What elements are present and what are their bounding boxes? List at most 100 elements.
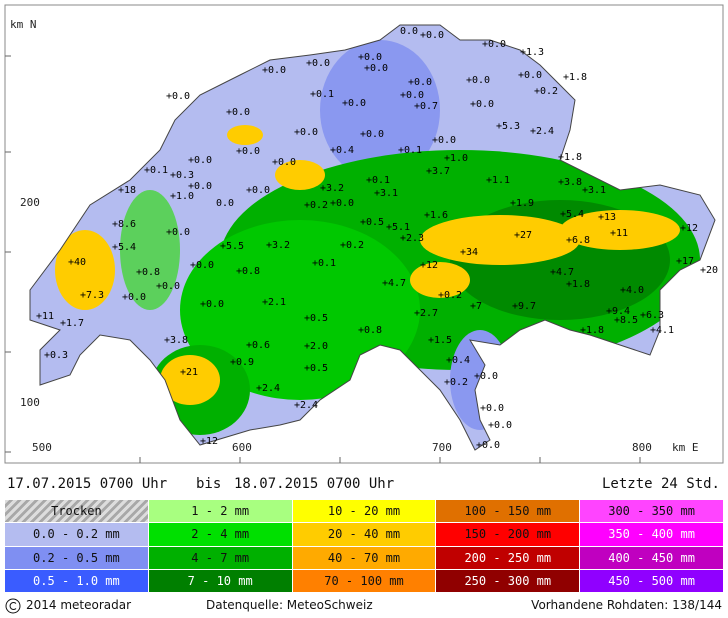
source: Datenquelle: MeteoSchweiz bbox=[206, 598, 373, 612]
copyright-icon bbox=[5, 598, 21, 614]
station-value: +12 bbox=[680, 223, 698, 234]
legend-item: 350 - 400 mm bbox=[580, 523, 723, 546]
station-value: +1.9 bbox=[510, 198, 534, 209]
station-value: +0.2 bbox=[444, 377, 468, 388]
station-value: +6.8 bbox=[566, 235, 590, 246]
x-axis-label: 500 bbox=[32, 441, 52, 454]
station-value: +5.1 bbox=[386, 222, 410, 233]
station-value: +18 bbox=[118, 185, 136, 196]
y-axis-label: 200 bbox=[20, 196, 40, 209]
station-value: +17 bbox=[676, 256, 694, 267]
station-value: +0.0 bbox=[166, 227, 190, 238]
station-value: +4.7 bbox=[550, 267, 574, 278]
station-value: +0.0 bbox=[474, 371, 498, 382]
station-value: +0.0 bbox=[518, 70, 542, 81]
station-value: +0.0 bbox=[330, 198, 354, 209]
station-value: +0.0 bbox=[226, 107, 250, 118]
station-value: +2.4 bbox=[294, 400, 318, 411]
station-value: +4.0 bbox=[620, 285, 644, 296]
station-value: +1.5 bbox=[428, 335, 452, 346]
station-value: +34 bbox=[460, 247, 478, 258]
station-value: +5.3 bbox=[496, 121, 520, 132]
station-value: +3.1 bbox=[374, 188, 398, 199]
station-value: +0.0 bbox=[200, 299, 224, 310]
station-value: +1.7 bbox=[60, 318, 84, 329]
station-value: 0.0 bbox=[216, 198, 234, 209]
station-value: +0.4 bbox=[446, 355, 470, 366]
y-axis-label: 100 bbox=[20, 396, 40, 409]
station-value: +0.0 bbox=[188, 155, 212, 166]
station-value: +0.0 bbox=[420, 30, 444, 41]
station-value: +0.0 bbox=[432, 135, 456, 146]
raw-data: Vorhandene Rohdaten: 138/144 bbox=[531, 598, 722, 612]
station-value: +3.2 bbox=[320, 183, 344, 194]
station-value: +1.3 bbox=[520, 47, 544, 58]
station-value: +0.0 bbox=[306, 58, 330, 69]
station-value: +1.1 bbox=[486, 175, 510, 186]
station-value: +5.4 bbox=[112, 242, 136, 253]
station-value: +3.8 bbox=[558, 177, 582, 188]
station-value: +0.9 bbox=[230, 357, 254, 368]
station-value: +11 bbox=[610, 228, 628, 239]
station-value: +0.1 bbox=[398, 145, 422, 156]
station-value: +9.7 bbox=[512, 301, 536, 312]
x-axis-label: 600 bbox=[232, 441, 252, 454]
station-value: +4.7 bbox=[382, 278, 406, 289]
station-value: +7 bbox=[470, 301, 482, 312]
station-value: +6.3 bbox=[640, 310, 664, 321]
legend-item: 0.5 - 1.0 mm bbox=[5, 569, 148, 592]
station-value: +4.1 bbox=[650, 325, 674, 336]
station-value: +0.0 bbox=[364, 63, 388, 74]
station-value: +40 bbox=[68, 257, 86, 268]
station-value: +0.3 bbox=[170, 170, 194, 181]
station-value: +2.4 bbox=[530, 126, 554, 137]
station-value: +7.3 bbox=[80, 290, 104, 301]
legend-item: 400 - 450 mm bbox=[580, 546, 723, 569]
station-value: +12 bbox=[200, 436, 218, 447]
station-value: +0.0 bbox=[262, 65, 286, 76]
legend-item: 0.0 - 0.2 mm bbox=[5, 523, 148, 546]
station-value: +0.0 bbox=[294, 127, 318, 138]
y-axis-label: km N bbox=[10, 18, 37, 31]
legend-item: 20 - 40 mm bbox=[292, 523, 436, 546]
date-from: 17.07.2015 0700 Uhr bbox=[7, 476, 168, 492]
station-value: +2.3 bbox=[400, 233, 424, 244]
station-value: +0.2 bbox=[340, 240, 364, 251]
x-axis-label: 800 bbox=[632, 441, 652, 454]
station-value: +0.8 bbox=[358, 325, 382, 336]
station-value: +0.0 bbox=[272, 157, 296, 168]
date-bis: bis bbox=[196, 476, 222, 492]
station-value: +27 bbox=[514, 230, 532, 241]
station-value: +11 bbox=[36, 311, 54, 322]
station-value: +0.8 bbox=[136, 267, 160, 278]
station-value: +0.0 bbox=[236, 146, 260, 157]
station-value: +3.8 bbox=[164, 335, 188, 346]
station-value: +2.7 bbox=[414, 308, 438, 319]
station-value: +0.0 bbox=[122, 292, 146, 303]
station-value: +0.1 bbox=[310, 89, 334, 100]
station-value: +3.1 bbox=[582, 185, 606, 196]
station-value: +1.6 bbox=[424, 210, 448, 221]
date-to: 18.07.2015 0700 Uhr bbox=[234, 476, 395, 492]
legend-item: 40 - 70 mm bbox=[292, 546, 436, 569]
station-value: +0.2 bbox=[304, 200, 328, 211]
station-value: +0.0 bbox=[488, 420, 512, 431]
station-value: +1.8 bbox=[580, 325, 604, 336]
station-value: +5.4 bbox=[560, 209, 584, 220]
legend-item: Trocken bbox=[5, 500, 148, 523]
legend-item: 100 - 150 mm bbox=[436, 500, 580, 523]
station-value: +0.7 bbox=[414, 101, 438, 112]
legend-item: 300 - 350 mm bbox=[580, 500, 723, 523]
station-value: +0.5 bbox=[360, 217, 384, 228]
legend-item: 150 - 200 mm bbox=[436, 523, 580, 546]
period: Letzte 24 Std. bbox=[601, 476, 720, 492]
station-value: +0.0 bbox=[408, 77, 432, 88]
station-value: +0.0 bbox=[476, 440, 500, 451]
station-value: +2.1 bbox=[262, 297, 286, 308]
station-value: +0.0 bbox=[188, 181, 212, 192]
legend-item: 450 - 500 mm bbox=[580, 569, 723, 592]
station-value: +1.0 bbox=[444, 153, 468, 164]
station-value: +2.4 bbox=[256, 383, 280, 394]
